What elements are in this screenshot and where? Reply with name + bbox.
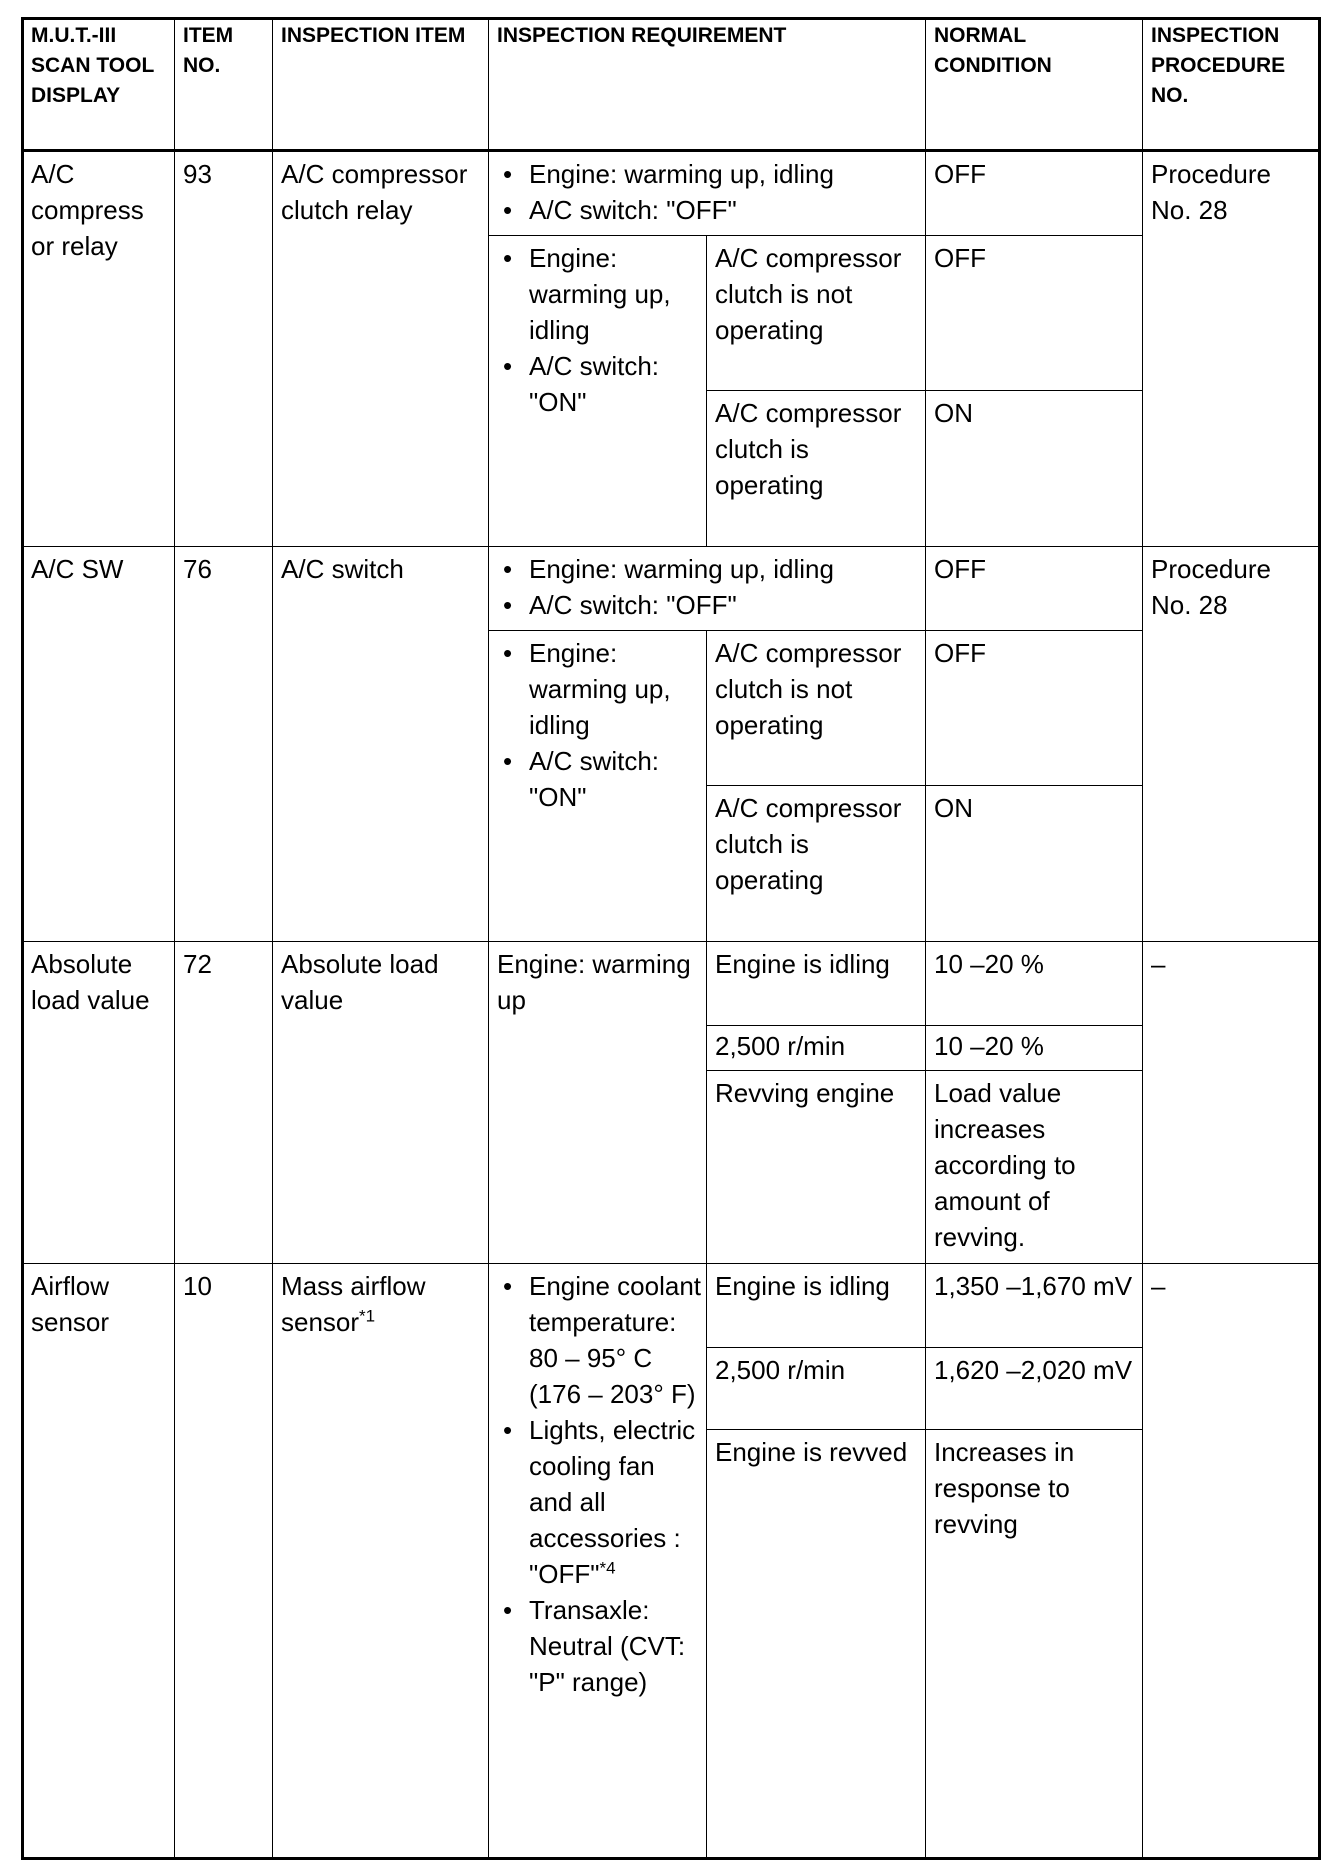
requirement-bullet: Lights, electric cooling fan and all acc…	[503, 1412, 702, 1592]
inspection-item: Mass airflow sensor*1	[272, 1263, 489, 1860]
inspection-item-text: Mass airflow sensor	[281, 1271, 426, 1337]
item-no: 76	[174, 546, 273, 942]
requirement-bullet: Engine: warming up, idling	[503, 635, 698, 743]
normal-condition: Increases in response to revving	[925, 1429, 1143, 1860]
item-no: 93	[174, 151, 273, 547]
normal-condition: Load value increases according to amount…	[925, 1070, 1143, 1264]
inspection-item: Absolute load value	[272, 941, 489, 1264]
requirement: Engine: warming up, idlingA/C switch: "O…	[488, 546, 926, 631]
procedure-no: –	[1142, 1263, 1320, 1860]
requirement-bullet: Engine coolant temperature: 80 – 95° C (…	[503, 1268, 702, 1412]
header-inspection-requirement: INSPECTION REQUIREMENT	[488, 18, 926, 152]
requirement-bullet: A/C switch: "ON"	[503, 743, 698, 815]
normal-condition: OFF	[925, 151, 1143, 236]
item-no: 72	[174, 941, 273, 1264]
normal-condition: ON	[925, 785, 1143, 942]
requirement-text: Lights, electric cooling fan and all acc…	[529, 1415, 696, 1589]
requirement: Engine: warming up	[488, 941, 707, 1264]
requirement-bullet: A/C switch: "OFF"	[503, 192, 917, 228]
scan-tool-display: A/C SW	[22, 546, 175, 942]
requirement-bullet: Transaxle: Neutral (CVT: "P" range)	[503, 1592, 702, 1700]
normal-condition: OFF	[925, 630, 1143, 786]
requirement: Engine: warming up, idlingA/C switch: "O…	[488, 235, 707, 547]
scan-tool-display: Airflow sensor	[22, 1263, 175, 1860]
sub-condition: Engine is idling	[706, 1263, 926, 1348]
normal-condition: OFF	[925, 235, 1143, 391]
scan-tool-display: Absolute load value	[22, 941, 175, 1264]
requirement-bullet: A/C switch: "OFF"	[503, 587, 917, 623]
requirement-bullet: Engine: warming up, idling	[503, 240, 698, 348]
header-procedure-no: INSPECTION PROCEDURE NO.	[1142, 18, 1320, 152]
sub-condition: Engine is revved	[706, 1429, 926, 1860]
normal-condition: 10 –20 %	[925, 1025, 1143, 1071]
normal-condition: 1,350 –1,670 mV	[925, 1263, 1143, 1348]
sub-condition: Revving engine	[706, 1070, 926, 1264]
requirement: Engine: warming up, idlingA/C switch: "O…	[488, 630, 707, 942]
sub-condition: A/C compressor clutch is operating	[706, 785, 926, 942]
procedure-no: Procedure No. 28	[1142, 546, 1320, 942]
inspection-item: A/C switch	[272, 546, 489, 942]
footnote-ref: *1	[359, 1306, 376, 1326]
requirement-bullet: Engine: warming up, idling	[503, 551, 917, 587]
procedure-no: Procedure No. 28	[1142, 151, 1320, 547]
scan-tool-display: A/C compress or relay	[22, 151, 175, 547]
procedure-no: –	[1142, 941, 1320, 1264]
requirement: Engine: warming up, idlingA/C switch: "O…	[488, 151, 926, 236]
inspection-item: A/C compressor clutch relay	[272, 151, 489, 547]
requirement-bullet: A/C switch: "ON"	[503, 348, 698, 420]
requirement: Engine coolant temperature: 80 – 95° C (…	[488, 1263, 707, 1860]
header-inspection-item: INSPECTION ITEM	[272, 18, 489, 152]
normal-condition: 10 –20 %	[925, 941, 1143, 1026]
normal-condition: ON	[925, 390, 1143, 547]
footnote-ref: *4	[599, 1558, 616, 1578]
header-normal-condition: NORMAL CONDITION	[925, 18, 1143, 152]
sub-condition: A/C compressor clutch is not operating	[706, 235, 926, 391]
sub-condition: 2,500 r/min	[706, 1347, 926, 1430]
normal-condition: 1,620 –2,020 mV	[925, 1347, 1143, 1430]
sub-condition: Engine is idling	[706, 941, 926, 1026]
requirement-bullet: Engine: warming up, idling	[503, 156, 917, 192]
sub-condition: A/C compressor clutch is not operating	[706, 630, 926, 786]
sub-condition: A/C compressor clutch is operating	[706, 390, 926, 547]
header-item-no: ITEM NO.	[174, 18, 273, 152]
normal-condition: OFF	[925, 546, 1143, 631]
header-scan-tool-display: M.U.T.-III SCAN TOOL DISPLAY	[22, 18, 175, 152]
item-no: 10	[174, 1263, 273, 1860]
sub-condition: 2,500 r/min	[706, 1025, 926, 1071]
